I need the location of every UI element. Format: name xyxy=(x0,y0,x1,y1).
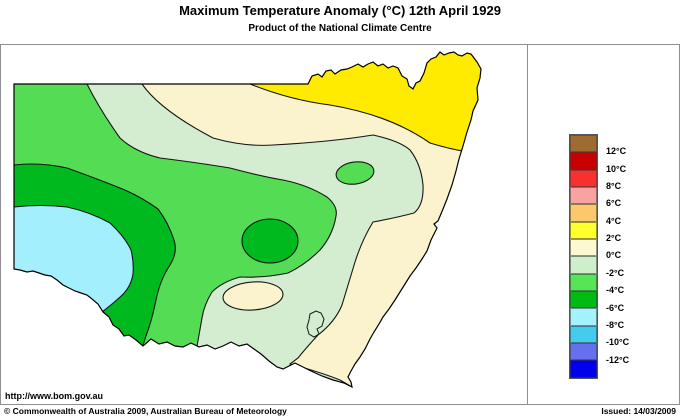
legend-label: -4°C xyxy=(606,285,625,296)
legend-label: 8°C xyxy=(606,181,622,192)
footer-copyright: © Commonwealth of Australia 2009, Austra… xyxy=(4,406,287,416)
legend-swatch xyxy=(570,221,597,240)
legend-swatch xyxy=(570,256,597,274)
legend-label: -10°C xyxy=(606,337,630,348)
legend-swatch xyxy=(570,187,597,205)
legend-label: -12°C xyxy=(606,354,630,365)
nsw-state-border xyxy=(13,51,482,389)
legend-label: 4°C xyxy=(606,215,622,226)
page-title: Maximum Temperature Anomaly (°C) 12th Ap… xyxy=(179,3,501,18)
legend-label: 12°C xyxy=(606,146,627,157)
act-border-loop xyxy=(306,310,325,338)
legend-label: 10°C xyxy=(606,163,627,174)
legend-label: 6°C xyxy=(606,198,622,209)
region-cream-pocket xyxy=(222,281,284,311)
legend-label: 0°C xyxy=(606,250,622,261)
footer-issued-date: Issued: 14/03/2009 xyxy=(601,406,676,416)
legend-swatch xyxy=(570,360,597,378)
legend-swatch xyxy=(570,152,597,170)
legend-label: 2°C xyxy=(606,233,622,244)
legend-swatch xyxy=(570,135,597,153)
legend-swatch xyxy=(570,291,597,309)
legend-swatch xyxy=(570,325,597,344)
legend-swatch xyxy=(570,343,597,361)
contour-lines xyxy=(14,83,464,387)
region-green-ellipse xyxy=(241,218,299,264)
legend-swatch xyxy=(570,204,597,222)
legend-swatch xyxy=(570,308,597,326)
legend-swatch xyxy=(570,273,597,292)
legend-label: -2°C xyxy=(606,267,625,278)
legend-labels: 12°C 10°C 8°C 6°C 4°C 2°C 0°C -2°C -4°C -6°C -8°C -… xyxy=(606,135,670,378)
region-lightgreen-blob xyxy=(335,161,375,185)
legend-swatch xyxy=(570,169,597,188)
footer-url: http://www.bom.gov.au xyxy=(5,391,103,401)
panel-divider-line xyxy=(527,44,528,404)
legend-bar xyxy=(569,134,598,379)
page-subtitle: Product of the National Climate Centre xyxy=(248,23,432,34)
legend-label: -6°C xyxy=(606,302,625,313)
legend-swatch xyxy=(570,239,597,257)
legend-label: -8°C xyxy=(606,319,625,330)
